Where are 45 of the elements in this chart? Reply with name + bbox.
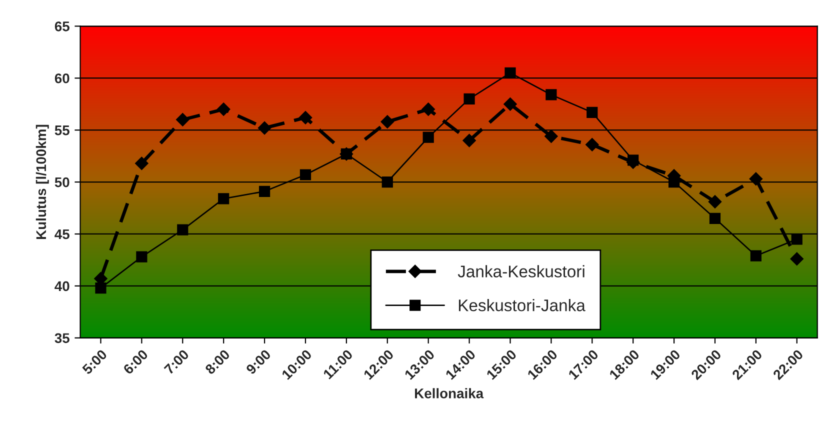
legend-label: Keskustori-Janka <box>458 299 586 312</box>
x-tick-label: 7:00 <box>164 348 190 375</box>
point <box>218 193 230 204</box>
x-axis-title: Kellonaika <box>415 388 484 398</box>
y-tick-label: 40 <box>54 281 70 292</box>
point <box>708 195 722 208</box>
point <box>504 67 516 78</box>
point <box>749 172 763 186</box>
point <box>380 115 394 128</box>
point <box>300 169 312 180</box>
point <box>504 98 517 111</box>
point <box>628 154 639 166</box>
point <box>422 132 434 143</box>
point <box>790 252 804 266</box>
point <box>422 102 435 116</box>
y-axis-title: Kulutus [l/100km] <box>36 124 49 239</box>
point <box>709 212 721 224</box>
point <box>135 156 148 170</box>
point <box>136 251 148 262</box>
point <box>382 176 393 188</box>
point <box>586 138 599 152</box>
x-tick-label: 6:00 <box>122 348 148 375</box>
point <box>217 102 230 116</box>
point <box>544 130 558 143</box>
point <box>177 224 188 236</box>
point <box>546 89 557 100</box>
y-tick-label: 60 <box>54 73 70 84</box>
point <box>750 250 762 262</box>
point <box>791 234 802 245</box>
y-tick-label: 35 <box>54 333 70 344</box>
legend-label: Janka-Keskustori <box>458 265 584 278</box>
y-tick-label: 65 <box>54 21 70 32</box>
y-tick-label: 50 <box>54 177 70 188</box>
point <box>95 282 106 294</box>
point <box>258 186 270 197</box>
point <box>462 134 476 148</box>
point <box>464 93 475 104</box>
y-tick-label: 55 <box>54 126 70 136</box>
point <box>586 106 598 118</box>
point <box>176 113 190 126</box>
point <box>258 121 272 135</box>
y-tick-label: 45 <box>54 229 70 240</box>
point <box>340 148 352 160</box>
point <box>668 176 680 188</box>
point <box>298 111 312 124</box>
